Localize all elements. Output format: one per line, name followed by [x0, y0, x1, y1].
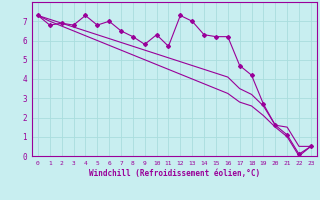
X-axis label: Windchill (Refroidissement éolien,°C): Windchill (Refroidissement éolien,°C) [89, 169, 260, 178]
